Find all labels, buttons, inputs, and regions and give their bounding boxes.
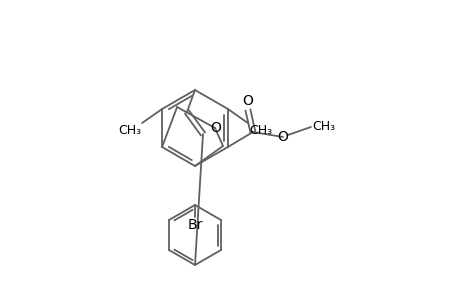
Text: CH₃: CH₃ — [118, 124, 141, 137]
Text: O: O — [210, 121, 221, 135]
Text: O: O — [277, 130, 288, 144]
Text: CH₃: CH₃ — [311, 121, 334, 134]
Text: Br: Br — [187, 218, 202, 232]
Text: O: O — [242, 94, 253, 108]
Text: CH₃: CH₃ — [248, 124, 271, 137]
